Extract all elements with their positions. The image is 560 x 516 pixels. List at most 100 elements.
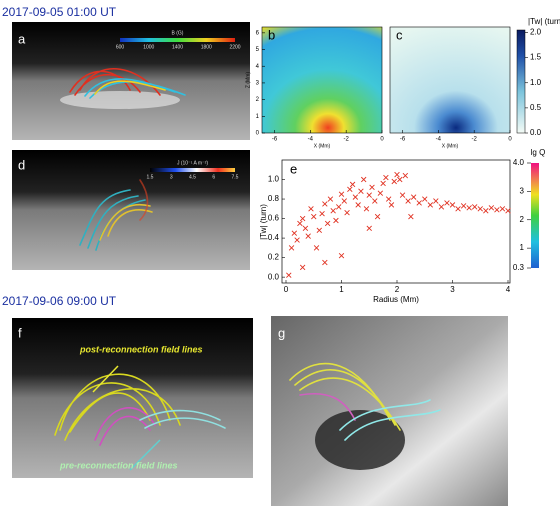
point <box>316 227 323 234</box>
panel-label: d <box>18 157 25 172</box>
image <box>60 91 180 109</box>
point <box>302 225 309 232</box>
point <box>374 213 381 220</box>
colorbar <box>150 168 235 172</box>
point <box>313 245 320 251</box>
y-tick-label: 0 <box>256 131 260 137</box>
point <box>294 237 300 243</box>
point <box>299 264 306 271</box>
colorbar-tick-label: 0.3 <box>513 263 525 272</box>
panel-label: b <box>268 27 275 42</box>
colorbar-title: |Tw| (turn) <box>528 17 560 26</box>
point <box>438 204 445 210</box>
colorbar-tick-label: 0.5 <box>530 103 542 112</box>
point <box>327 196 334 202</box>
colorbar-tick-label: 2 <box>520 215 525 224</box>
x-axis-label: X (Mm) <box>314 143 331 149</box>
point <box>391 178 397 185</box>
point <box>380 180 386 187</box>
panel-label: f <box>18 325 22 340</box>
colorbar-tick-label: 3 <box>520 186 525 195</box>
image <box>315 410 405 470</box>
colorbar-tick-label: 1.0 <box>530 78 542 87</box>
colorbar-title: lg Q <box>531 148 546 157</box>
arrow <box>92 365 119 393</box>
panel-label: g <box>278 325 285 340</box>
y-axis-label: |Tw| (turn) <box>259 204 268 240</box>
point <box>455 206 461 212</box>
point <box>397 176 403 183</box>
annotation: pre-reconnection field lines <box>59 460 178 470</box>
colorbar-tick-label: 7.5 <box>232 174 239 180</box>
point <box>291 230 298 236</box>
point <box>366 225 372 232</box>
y-tick-label: 0.2 <box>268 253 280 262</box>
point <box>338 252 345 259</box>
field-lines <box>139 179 149 221</box>
field-lines <box>94 407 156 446</box>
colorbar-tick-label: 1 <box>520 243 525 252</box>
point <box>444 200 450 206</box>
point <box>471 204 478 210</box>
colorbar-tick-label: 4.5 <box>189 174 196 180</box>
point <box>363 206 370 212</box>
point <box>369 184 375 191</box>
arrow <box>129 439 161 471</box>
y-tick-label: 2 <box>256 97 260 103</box>
colorbar-tick-label: 0.0 <box>530 128 542 137</box>
point <box>372 198 378 204</box>
panel-d <box>12 150 250 270</box>
panel-g <box>271 316 508 506</box>
x-tick-label: 3 <box>450 285 455 294</box>
point <box>477 206 483 212</box>
point <box>460 203 467 209</box>
y-tick-label: 5 <box>256 47 260 53</box>
header: 2017-09-05 01:00 UT <box>2 5 117 19</box>
field-lines <box>54 373 181 441</box>
point <box>383 174 389 181</box>
point <box>358 188 364 194</box>
x-tick-label: 0 <box>380 137 384 143</box>
point <box>466 205 472 211</box>
field-lines <box>339 399 441 441</box>
y-tick-label: 1 <box>256 114 260 120</box>
y-tick-label: 6 <box>256 30 260 36</box>
colorbar-label: J (10⁻¹ A m⁻²) <box>177 160 208 166</box>
point <box>377 190 384 196</box>
point <box>399 192 406 198</box>
point <box>347 186 353 193</box>
x-tick-label: 0 <box>284 285 289 294</box>
point <box>388 202 395 208</box>
point <box>366 192 372 198</box>
image <box>261 26 383 134</box>
point <box>286 272 292 278</box>
panel-a <box>12 22 250 140</box>
point <box>494 207 500 213</box>
x-axis-label: Radius (Mm) <box>373 295 419 304</box>
panel-label: c <box>396 27 403 42</box>
point <box>405 198 411 204</box>
colorbar-tick-label: 6 <box>212 174 215 180</box>
y-tick-label: 0.0 <box>268 272 280 281</box>
point <box>344 209 350 216</box>
point <box>333 217 339 224</box>
y-tick-label: 3 <box>256 80 260 86</box>
colorbar-tick-label: 1400 <box>172 44 183 50</box>
colorbar-tick-label: 1000 <box>143 44 154 50</box>
point <box>319 210 325 217</box>
point <box>499 206 506 212</box>
colorbar <box>516 29 526 134</box>
point <box>352 194 359 200</box>
point <box>449 202 456 208</box>
panel-label: e <box>290 161 297 176</box>
point <box>408 213 414 220</box>
point <box>324 220 331 227</box>
colorbar-tick-label: 1.5 <box>147 174 154 180</box>
y-tick-label: 0.6 <box>268 214 280 223</box>
panel-label: a <box>18 31 26 46</box>
point <box>322 201 328 207</box>
point <box>416 200 422 206</box>
colorbar-tick-label: 2.0 <box>530 28 542 37</box>
colorbar-tick-label: 1.5 <box>530 53 542 62</box>
point <box>330 208 336 214</box>
